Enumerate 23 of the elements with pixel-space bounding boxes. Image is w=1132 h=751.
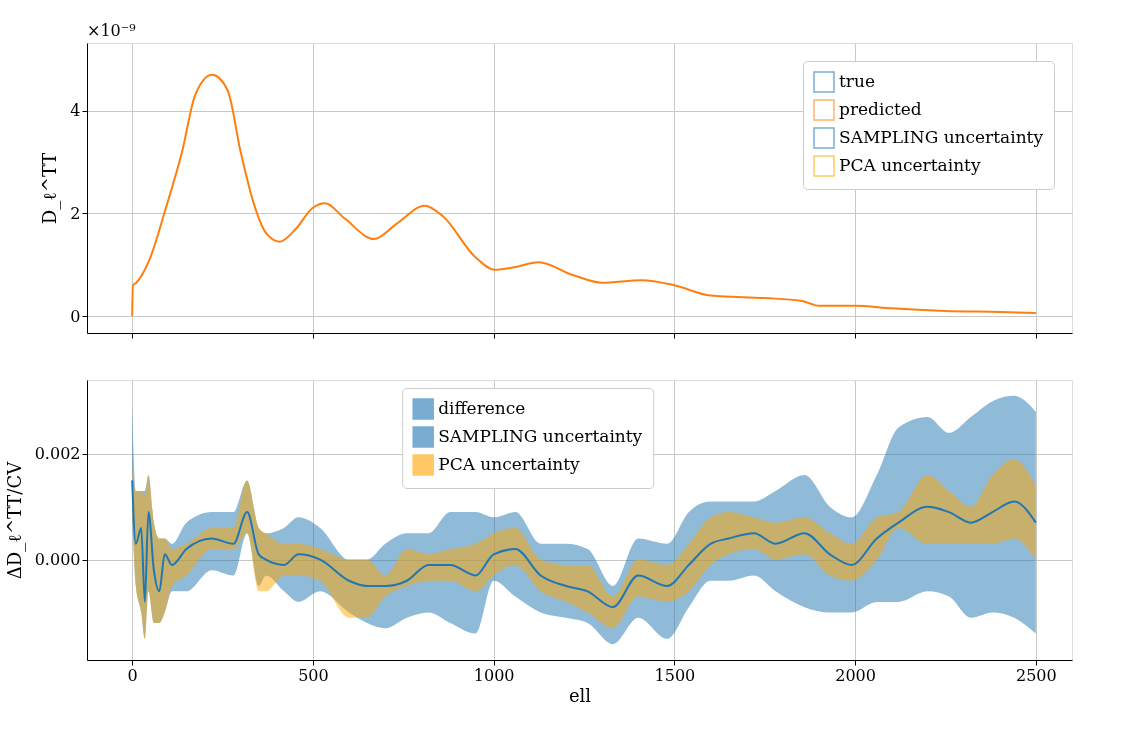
legend-label: SAMPLING uncertainty [839, 127, 1044, 147]
legend-label: SAMPLING uncertainty [438, 426, 643, 446]
x-tick-label: 2000 [835, 665, 876, 685]
y-tick-label: 4 [70, 101, 81, 121]
x-tick-label: 0 [127, 665, 138, 685]
legend-label: predicted [839, 99, 922, 119]
legend-label: PCA uncertainty [839, 155, 981, 175]
x-tick-label: 1000 [473, 665, 515, 685]
legend-label: PCA uncertainty [438, 454, 581, 474]
legend-label: true [839, 71, 875, 91]
x-tick-label: 1500 [654, 665, 696, 685]
x-axis-title: ell [568, 684, 592, 706]
x-tick-label: 500 [298, 665, 329, 685]
y-tick-label: 0 [70, 306, 81, 326]
y-tick-label: 0.000 [34, 550, 81, 570]
text: ×10⁻⁹ [87, 21, 137, 40]
y-tick-label: 2 [70, 203, 81, 223]
x-tick-label: 2500 [1015, 665, 1057, 685]
y-tick-label: 0.002 [34, 444, 81, 464]
y-axis-title: ΔD_ℓ^TT/CV [3, 460, 26, 580]
line-series [131, 479, 1037, 609]
y-axis-title: D_ℓ^TT [39, 152, 62, 225]
legend-label: difference [438, 398, 526, 418]
